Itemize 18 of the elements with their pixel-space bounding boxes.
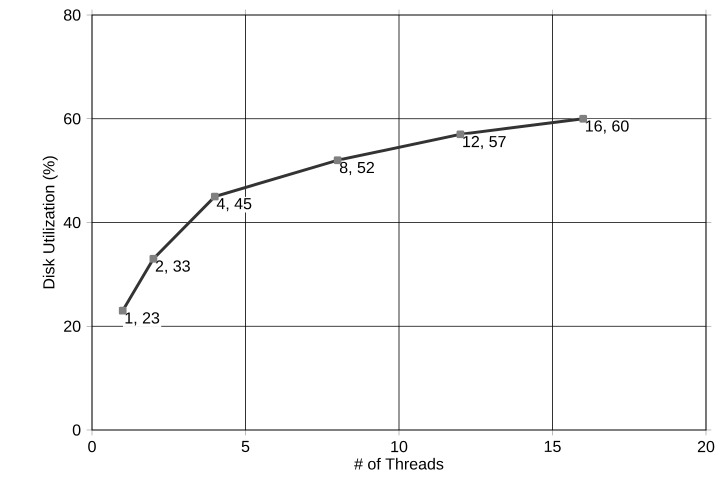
data-label: 12, 57 bbox=[463, 136, 506, 150]
x-tick-label: 15 bbox=[544, 440, 561, 452]
data-label: 1, 23 bbox=[126, 312, 160, 326]
x-tick-label: 0 bbox=[88, 440, 96, 452]
y-tick-label: 40 bbox=[64, 216, 80, 228]
data-label: 8, 52 bbox=[340, 162, 374, 176]
x-tick-label: 10 bbox=[391, 440, 408, 452]
data-label: 16, 60 bbox=[586, 120, 629, 134]
y-tick-label: 20 bbox=[64, 320, 80, 332]
y-tick-label: 60 bbox=[64, 113, 80, 124]
y-tick-label: 0 bbox=[72, 424, 80, 436]
y-tick-label: 80 bbox=[64, 9, 80, 21]
y-axis-title: Disk Utilization (%) bbox=[42, 156, 58, 288]
data-label: 2, 33 bbox=[156, 260, 190, 274]
x-axis-title: # of Threads bbox=[354, 458, 444, 470]
x-tick-label: 5 bbox=[242, 440, 250, 452]
data-label: 4, 45 bbox=[216, 198, 252, 212]
x-tick-label: 20 bbox=[698, 440, 714, 452]
